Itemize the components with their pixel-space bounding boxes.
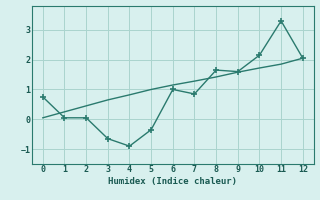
X-axis label: Humidex (Indice chaleur): Humidex (Indice chaleur) <box>108 177 237 186</box>
